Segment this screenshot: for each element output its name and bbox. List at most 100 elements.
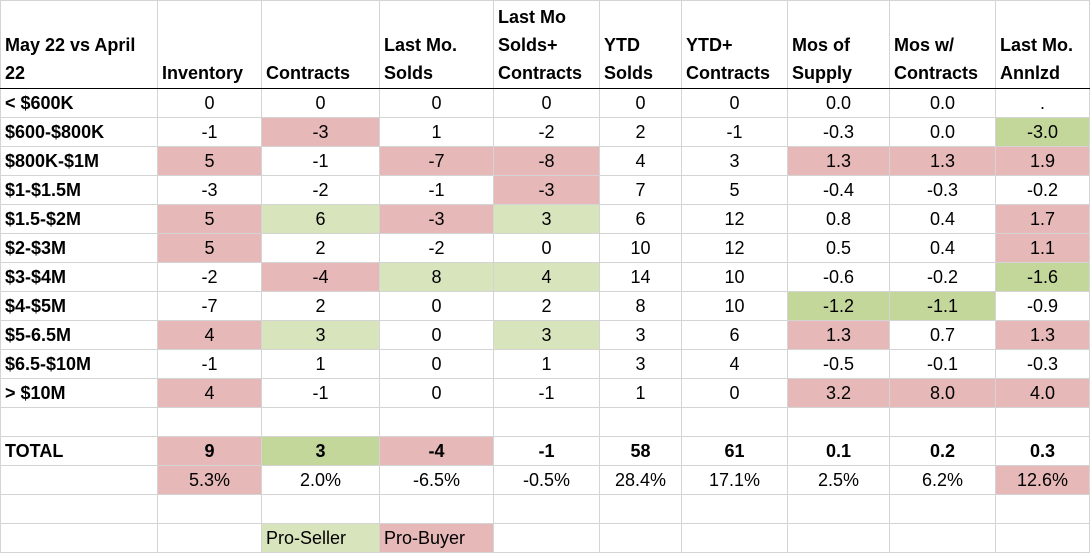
data-cell: -3 (261, 117, 380, 147)
data-cell: -0.3 (995, 349, 1090, 379)
empty-cell (787, 407, 890, 437)
data-cell: 4.0 (995, 378, 1090, 408)
data-cell: 0 (379, 349, 494, 379)
empty-cell (493, 523, 600, 553)
data-cell: 2 (261, 291, 380, 321)
data-cell: 0.5 (787, 233, 890, 263)
total-cell: -4 (379, 436, 494, 466)
empty-cell (261, 494, 380, 524)
price-range-label: $2-$3M (0, 233, 158, 263)
data-cell: -1 (261, 378, 380, 408)
data-cell: 1 (261, 349, 380, 379)
column-header: YTD+ Contracts (681, 0, 788, 89)
data-cell: -0.5 (787, 349, 890, 379)
empty-cell (889, 407, 996, 437)
empty-cell (493, 494, 600, 524)
price-range-label: $5-6.5M (0, 320, 158, 350)
column-header: Contracts (261, 0, 380, 89)
column-header: Mos w/ Contracts (889, 0, 996, 89)
data-cell: 2 (493, 291, 600, 321)
percent-cell: 12.6% (995, 465, 1090, 495)
data-cell: 0.0 (889, 88, 996, 118)
data-cell: 1 (493, 349, 600, 379)
data-cell: 3 (599, 349, 682, 379)
data-cell: 1 (599, 378, 682, 408)
data-cell: 0 (681, 88, 788, 118)
data-cell: 8 (379, 262, 494, 292)
data-cell: 3 (681, 146, 788, 176)
data-cell: 0 (599, 88, 682, 118)
data-cell: 0.0 (889, 117, 996, 147)
data-cell: 0 (681, 378, 788, 408)
price-range-label: $600-$800K (0, 117, 158, 147)
empty-cell (379, 494, 494, 524)
empty-cell (0, 494, 158, 524)
data-cell: . (995, 88, 1090, 118)
data-cell: -4 (261, 262, 380, 292)
data-cell: 3 (261, 320, 380, 350)
percent-cell: 5.3% (157, 465, 262, 495)
data-cell: 7 (599, 175, 682, 205)
data-cell: 0 (379, 88, 494, 118)
data-cell: 0.4 (889, 204, 996, 234)
data-cell: -1.2 (787, 291, 890, 321)
price-range-label: $4-$5M (0, 291, 158, 321)
column-header: Mos of Supply (787, 0, 890, 89)
data-cell: 0.8 (787, 204, 890, 234)
data-cell: -1 (157, 349, 262, 379)
data-cell: -0.6 (787, 262, 890, 292)
data-cell: -2 (157, 262, 262, 292)
data-cell: -1 (261, 146, 380, 176)
data-cell: 5 (681, 175, 788, 205)
empty-cell (995, 494, 1090, 524)
data-cell: 1.3 (787, 320, 890, 350)
data-cell: 4 (493, 262, 600, 292)
empty-cell (0, 523, 158, 553)
data-cell: 8.0 (889, 378, 996, 408)
data-cell: -0.9 (995, 291, 1090, 321)
data-cell: 8 (599, 291, 682, 321)
table-row: $1-$1.5M -3 -2 -1 -3 7 5 -0.4 -0.3 -0.2 (0, 175, 1090, 205)
data-cell: 0 (157, 88, 262, 118)
data-cell: 5 (157, 204, 262, 234)
total-cell: 9 (157, 436, 262, 466)
empty-cell (261, 407, 380, 437)
data-cell: 0.7 (889, 320, 996, 350)
table-row: $5-6.5M 4 3 0 3 3 6 1.3 0.7 1.3 (0, 320, 1090, 350)
column-header: Inventory (157, 0, 262, 89)
table-row: $2-$3M 5 2 -2 0 10 12 0.5 0.4 1.1 (0, 233, 1090, 263)
data-cell: 3.2 (787, 378, 890, 408)
table-row: $600-$800K -1 -3 1 -2 2 -1 -0.3 0.0 -3.0 (0, 117, 1090, 147)
data-cell: 0 (493, 88, 600, 118)
empty-cell (995, 407, 1090, 437)
table-row: < $600K 0 0 0 0 0 0 0.0 0.0. (0, 88, 1090, 118)
legend-row: Pro-Seller Pro-Buyer (0, 523, 1090, 553)
percent-cell: 28.4% (599, 465, 682, 495)
data-cell: 0.0 (787, 88, 890, 118)
empty-cell (889, 523, 996, 553)
data-cell: -0.3 (889, 175, 996, 205)
table-row: $6.5-$10M -1 1 0 1 3 4 -0.5 -0.1 -0.3 (0, 349, 1090, 379)
price-range-label: $3-$4M (0, 262, 158, 292)
data-cell: -3 (379, 204, 494, 234)
data-cell: 0 (261, 88, 380, 118)
data-cell: 2 (599, 117, 682, 147)
data-cell: 12 (681, 233, 788, 263)
empty-cell (0, 407, 158, 437)
total-cell: 61 (681, 436, 788, 466)
data-cell: 10 (681, 262, 788, 292)
header-row: May 22 vs April 22 Inventory Contracts Last… (0, 0, 1090, 89)
price-range-label: $1-$1.5M (0, 175, 158, 205)
data-cell: -0.1 (889, 349, 996, 379)
data-cell: -0.3 (787, 117, 890, 147)
data-cell: 4 (681, 349, 788, 379)
data-cell: -1.6 (995, 262, 1090, 292)
empty-cell (599, 523, 682, 553)
data-cell: 1.3 (889, 146, 996, 176)
spacer-row (0, 494, 1090, 524)
data-cell: 1 (379, 117, 494, 147)
data-cell: 0 (379, 291, 494, 321)
empty-cell (599, 407, 682, 437)
empty-cell (379, 407, 494, 437)
data-cell: -2 (261, 175, 380, 205)
